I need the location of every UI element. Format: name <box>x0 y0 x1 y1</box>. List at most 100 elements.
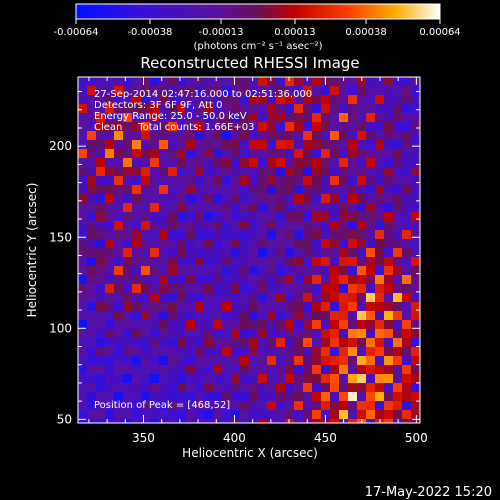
heatmap-cell <box>375 239 384 248</box>
heatmap-cell <box>285 77 294 86</box>
heatmap-cell <box>87 122 96 131</box>
x-tick-label: 400 <box>223 431 246 445</box>
heatmap-cell <box>411 383 420 392</box>
heatmap-cell <box>303 266 312 275</box>
heatmap-cell <box>231 347 240 356</box>
heatmap-cell <box>411 275 420 284</box>
heatmap-cell <box>132 122 141 131</box>
y-tick-label: 200 <box>49 139 72 153</box>
heatmap-cell <box>177 131 186 140</box>
heatmap-cell <box>87 194 96 203</box>
heatmap-cell <box>168 77 177 86</box>
heatmap-cell <box>159 167 168 176</box>
heatmap-cell <box>285 383 294 392</box>
heatmap-cell <box>240 347 249 356</box>
heatmap-cell <box>348 221 357 230</box>
heatmap-cell <box>411 230 420 239</box>
heatmap-cell <box>402 131 411 140</box>
heatmap-cell <box>276 167 285 176</box>
heatmap-cell <box>258 140 267 149</box>
heatmap-cell <box>105 176 114 185</box>
heatmap-cell <box>303 311 312 320</box>
heatmap-cell <box>132 131 141 140</box>
heatmap-cell <box>312 122 321 131</box>
heatmap-cell <box>357 275 366 284</box>
heatmap-cell <box>78 293 87 302</box>
heatmap-cell <box>330 284 339 293</box>
heatmap-cell <box>393 86 402 95</box>
heatmap-cell <box>375 284 384 293</box>
heatmap-cell <box>267 293 276 302</box>
heatmap-cell <box>330 338 339 347</box>
heatmap-cell <box>105 212 114 221</box>
heatmap-cell <box>348 338 357 347</box>
heatmap-cell <box>105 320 114 329</box>
heatmap-cell <box>258 86 267 95</box>
heatmap-cell <box>114 212 123 221</box>
heatmap-cell <box>321 257 330 266</box>
heatmap-cell <box>96 338 105 347</box>
heatmap-cell <box>195 401 204 410</box>
heatmap-cell <box>78 122 87 131</box>
heatmap-cell <box>366 221 375 230</box>
heatmap-cell <box>267 365 276 374</box>
heatmap-cell <box>159 248 168 257</box>
heatmap-cell <box>321 158 330 167</box>
heatmap-cell <box>96 158 105 167</box>
heatmap-cell <box>276 257 285 266</box>
heatmap-cell <box>402 122 411 131</box>
heatmap-cell <box>123 185 132 194</box>
heatmap-cell <box>105 347 114 356</box>
heatmap-cell <box>348 122 357 131</box>
heatmap-cell <box>114 95 123 104</box>
heatmap-cell <box>303 383 312 392</box>
heatmap-cell <box>357 293 366 302</box>
heatmap-cell <box>276 338 285 347</box>
heatmap-cell <box>78 248 87 257</box>
heatmap-cell <box>276 122 285 131</box>
heatmap-cell <box>375 95 384 104</box>
heatmap-cell <box>150 104 159 113</box>
heatmap-cell <box>267 221 276 230</box>
heatmap-cell <box>105 167 114 176</box>
heatmap-cell <box>330 230 339 239</box>
heatmap-cell <box>393 140 402 149</box>
heatmap-cell <box>285 167 294 176</box>
heatmap-cell <box>375 194 384 203</box>
heatmap-cell <box>87 410 96 419</box>
heatmap-cell <box>303 374 312 383</box>
heatmap-cell <box>177 77 186 86</box>
heatmap-cell <box>384 347 393 356</box>
heatmap-cell <box>312 401 321 410</box>
heatmap-cell <box>132 212 141 221</box>
heatmap-cell <box>384 113 393 122</box>
heatmap-cell <box>303 257 312 266</box>
heatmap-cell <box>330 320 339 329</box>
heatmap-cell <box>402 203 411 212</box>
heatmap-cell <box>402 275 411 284</box>
heatmap-cell <box>186 203 195 212</box>
heatmap-cell <box>267 113 276 122</box>
heatmap-cell <box>366 95 375 104</box>
heatmap-cell <box>105 266 114 275</box>
heatmap-cell <box>132 347 141 356</box>
heatmap-cell <box>303 356 312 365</box>
heatmap-cell <box>213 293 222 302</box>
heatmap-cell <box>105 185 114 194</box>
heatmap-cell <box>312 212 321 221</box>
heatmap-cell <box>267 149 276 158</box>
heatmap-cell <box>348 239 357 248</box>
heatmap-cell <box>258 239 267 248</box>
heatmap-cell <box>402 257 411 266</box>
heatmap-cell <box>150 212 159 221</box>
heatmap-cell <box>312 77 321 86</box>
heatmap-cell <box>339 149 348 158</box>
heatmap-cell <box>177 347 186 356</box>
heatmap-cell <box>132 104 141 113</box>
heatmap-cell <box>393 410 402 419</box>
heatmap-cell <box>213 401 222 410</box>
heatmap-cell <box>303 239 312 248</box>
heatmap-cell <box>330 347 339 356</box>
heatmap-cell <box>276 266 285 275</box>
heatmap-cell <box>276 149 285 158</box>
